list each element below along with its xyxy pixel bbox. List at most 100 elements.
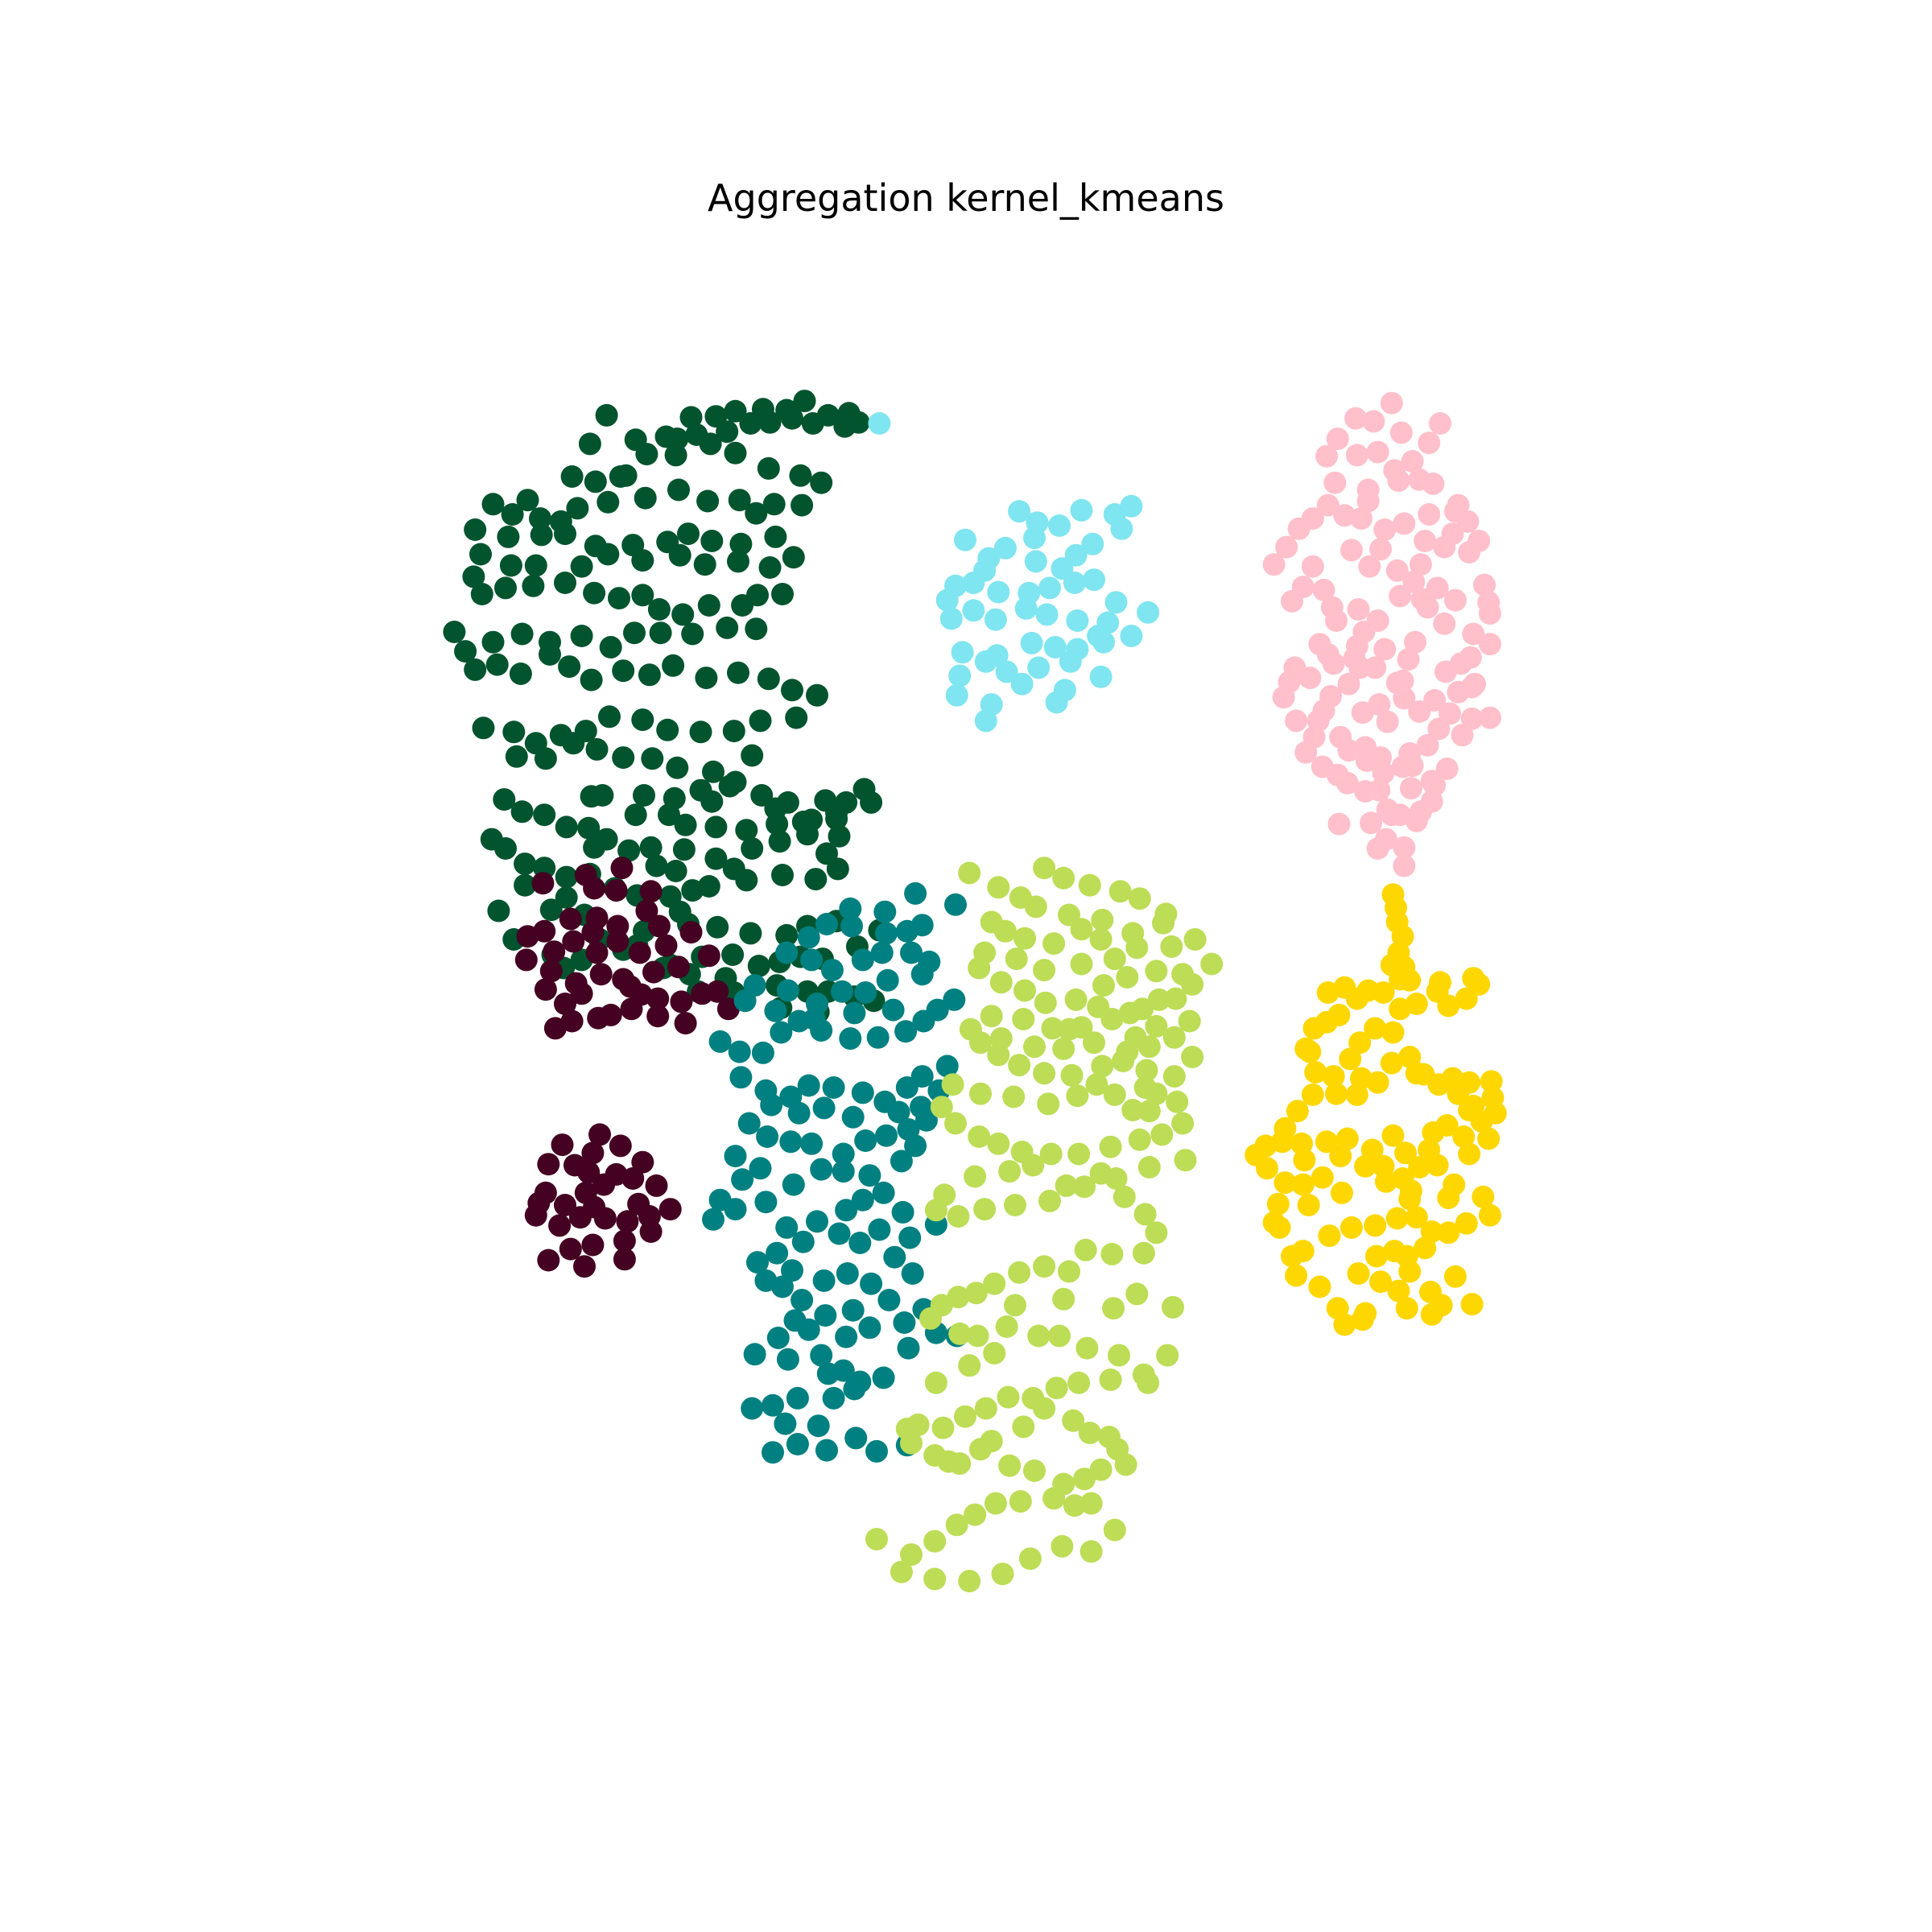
scatter-point (832, 1160, 855, 1183)
scatter-point (828, 824, 851, 848)
scatter-point (812, 1096, 836, 1120)
scatter-point (1200, 952, 1224, 976)
scatter-point (776, 1348, 799, 1371)
scatter-point (1426, 1154, 1449, 1177)
scatter-point (815, 1439, 838, 1462)
scatter-point (1373, 638, 1397, 661)
scatter-point (754, 1191, 778, 1214)
scatter-point (841, 1105, 865, 1129)
scatter-point (883, 1245, 906, 1269)
scatter-point (962, 572, 985, 594)
scatter-point (530, 523, 553, 547)
scatter-point (677, 522, 700, 546)
scatter-point (1124, 1026, 1147, 1049)
scatter-point (581, 1233, 605, 1257)
scatter-point (1351, 1308, 1374, 1331)
scatter-point (1354, 1154, 1377, 1178)
scatter-point (876, 968, 899, 992)
scatter-point (1395, 1297, 1418, 1320)
scatter-point (704, 815, 728, 839)
scatter-point (727, 550, 749, 573)
scatter-point (501, 503, 524, 526)
scatter-point (1301, 507, 1324, 530)
scatter-point (872, 1181, 895, 1204)
scatter-point (822, 1386, 845, 1410)
scatter-point (620, 997, 643, 1021)
scatter-point (1181, 972, 1204, 996)
scatter-point (756, 1125, 779, 1148)
scatter-point (583, 877, 606, 900)
scatter-point (1389, 421, 1413, 444)
scatter-point (1020, 631, 1043, 654)
scatter-point (706, 980, 729, 1003)
scatter-point (505, 745, 528, 768)
scatter-point (1092, 630, 1115, 654)
scatter-point (1033, 1255, 1056, 1278)
scatter-point (854, 1129, 877, 1152)
scatter-point (674, 1012, 697, 1035)
scatter-point (865, 1439, 888, 1463)
scatter-point (815, 913, 838, 935)
scatter-point (1058, 1018, 1080, 1041)
scatter-point (757, 456, 780, 480)
scatter-point (839, 897, 862, 920)
scatter-point (1089, 1162, 1113, 1185)
scatter-point (1062, 1409, 1085, 1432)
scatter-point (1285, 1264, 1308, 1287)
scatter-point (1291, 1173, 1315, 1196)
scatter-point (555, 886, 578, 909)
scatter-point (1043, 636, 1067, 658)
scatter-point (559, 1237, 582, 1261)
scatter-point (1340, 1216, 1363, 1239)
scatter-point (1316, 981, 1340, 1004)
scatter-point (745, 617, 768, 641)
scatter-point (1478, 706, 1501, 729)
scatter-point (1133, 1203, 1157, 1226)
scatter-point (639, 1220, 663, 1243)
scatter-point (1291, 576, 1315, 599)
scatter-point (1067, 1371, 1091, 1394)
scatter-point (1042, 1487, 1066, 1510)
scatter-point (749, 1157, 772, 1180)
scatter-point (609, 1134, 632, 1158)
scatter-point (1294, 741, 1318, 764)
scatter-point (797, 1074, 820, 1097)
scatter-point (766, 1327, 790, 1349)
scatter-point (645, 854, 668, 877)
scatter-point (1293, 1149, 1316, 1172)
scatter-point (951, 641, 974, 664)
scatter-point (1393, 687, 1416, 710)
scatter-point (516, 925, 539, 948)
scatter-point (1162, 1026, 1186, 1049)
scatter-point (729, 1066, 753, 1089)
scatter-point (832, 1142, 855, 1166)
scatter-point (1435, 758, 1459, 780)
scatter-point (771, 583, 794, 605)
scatter-point (589, 963, 613, 986)
scatter-point (1330, 1181, 1353, 1204)
scatter-point (537, 1153, 560, 1176)
scatter-point (954, 1405, 976, 1428)
scatter-point (671, 603, 695, 626)
scatter-point (1399, 777, 1422, 800)
scatter-point (1118, 1001, 1141, 1025)
scatter-point (1083, 1031, 1105, 1055)
scatter-point (724, 1145, 747, 1168)
scatter-point (1319, 684, 1343, 708)
scatter-point (639, 836, 663, 859)
scatter-point (1064, 988, 1088, 1011)
scatter-point (1364, 1214, 1387, 1237)
scatter-point (858, 1164, 881, 1187)
scatter-point (1423, 774, 1447, 797)
scatter-point (554, 993, 576, 1015)
scatter-point (923, 1530, 947, 1553)
scatter-point (1023, 1035, 1046, 1059)
scatter-point (997, 1385, 1020, 1409)
scatter-point (1398, 968, 1422, 992)
scatter-point (1171, 1112, 1195, 1135)
scatter-point (1005, 947, 1028, 971)
scatter-point (558, 655, 581, 679)
scatter-point (681, 879, 704, 902)
scatter-point (900, 1543, 923, 1567)
scatter-point (1462, 622, 1485, 646)
